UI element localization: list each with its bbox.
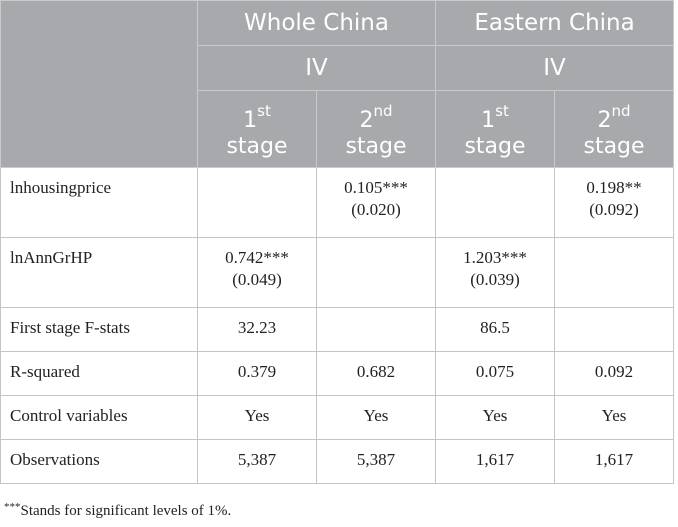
- table-cell: [554, 307, 675, 352]
- table-cell: 0.105*** (0.020): [315, 167, 437, 238]
- regression-table: Whole China Eastern China IV IV 1st stag…: [0, 0, 675, 484]
- table-row: First stage F-stats 32.23 86.5: [0, 307, 675, 352]
- row-label: First stage F-stats: [0, 307, 198, 352]
- table-cell: 0.198** (0.092): [554, 167, 675, 238]
- header-stage-3: 1st stage: [435, 90, 556, 168]
- table-row: lnhousingprice 0.105*** (0.020) 0.198** (0…: [0, 167, 675, 238]
- table-cell: [315, 237, 437, 308]
- header-stage-1: 1st stage: [197, 90, 317, 168]
- table-cell: [435, 167, 556, 238]
- row-label: lnhousingprice: [0, 167, 198, 238]
- table-row: Observations 5,387 5,387 1,617 1,617: [0, 439, 675, 484]
- header-stage-2: 2nd stage: [315, 90, 437, 168]
- table-footnote: ***Stands for significant levels of 1%.: [4, 501, 231, 520]
- table-header: Whole China Eastern China IV IV 1st stag…: [0, 0, 675, 168]
- table-cell: [197, 167, 317, 238]
- header-stage-4: 2nd stage: [554, 90, 675, 168]
- table-cell: Yes: [554, 395, 675, 440]
- table-cell: Yes: [197, 395, 317, 440]
- table-cell: 86.5: [435, 307, 556, 352]
- table-cell: 1,617: [554, 439, 675, 484]
- table-cell: 0.742*** (0.049): [197, 237, 317, 308]
- table-body: lnhousingprice 0.105*** (0.020) 0.198** (0…: [0, 167, 675, 484]
- table-cell: 32.23: [197, 307, 317, 352]
- header-group-whole-china: Whole China: [196, 0, 437, 46]
- table-cell: 1,617: [435, 439, 556, 484]
- table-cell: Yes: [315, 395, 437, 440]
- row-label: R-squared: [0, 351, 198, 396]
- header-corner: [0, 0, 198, 168]
- table-cell: 0.379: [197, 351, 317, 396]
- table-cell: Yes: [435, 395, 556, 440]
- table-row: lnAnnGrHP 0.742*** (0.049) 1.203*** (0.039…: [0, 237, 675, 308]
- table-cell: [315, 307, 437, 352]
- table-cell: 0.075: [435, 351, 556, 396]
- footnote-text: Stands for significant levels of 1%.: [20, 503, 232, 519]
- header-iv-whole-china: IV: [196, 45, 437, 91]
- table-row: Control variables Yes Yes Yes Yes: [0, 395, 675, 440]
- table-cell: [554, 237, 675, 308]
- table-cell: 1.203*** (0.039): [435, 237, 556, 308]
- table-cell: 5,387: [315, 439, 437, 484]
- table-cell: 0.682: [315, 351, 437, 396]
- table-row: R-squared 0.379 0.682 0.075 0.092: [0, 351, 675, 396]
- table-cell: 5,387: [197, 439, 317, 484]
- header-iv-eastern-china: IV: [435, 45, 675, 91]
- row-label: Observations: [0, 439, 198, 484]
- header-group-eastern-china: Eastern China: [435, 0, 675, 46]
- footnote-mark: ***: [4, 501, 21, 513]
- row-label: lnAnnGrHP: [0, 237, 198, 308]
- table-cell: 0.092: [554, 351, 675, 396]
- row-label: Control variables: [0, 395, 198, 440]
